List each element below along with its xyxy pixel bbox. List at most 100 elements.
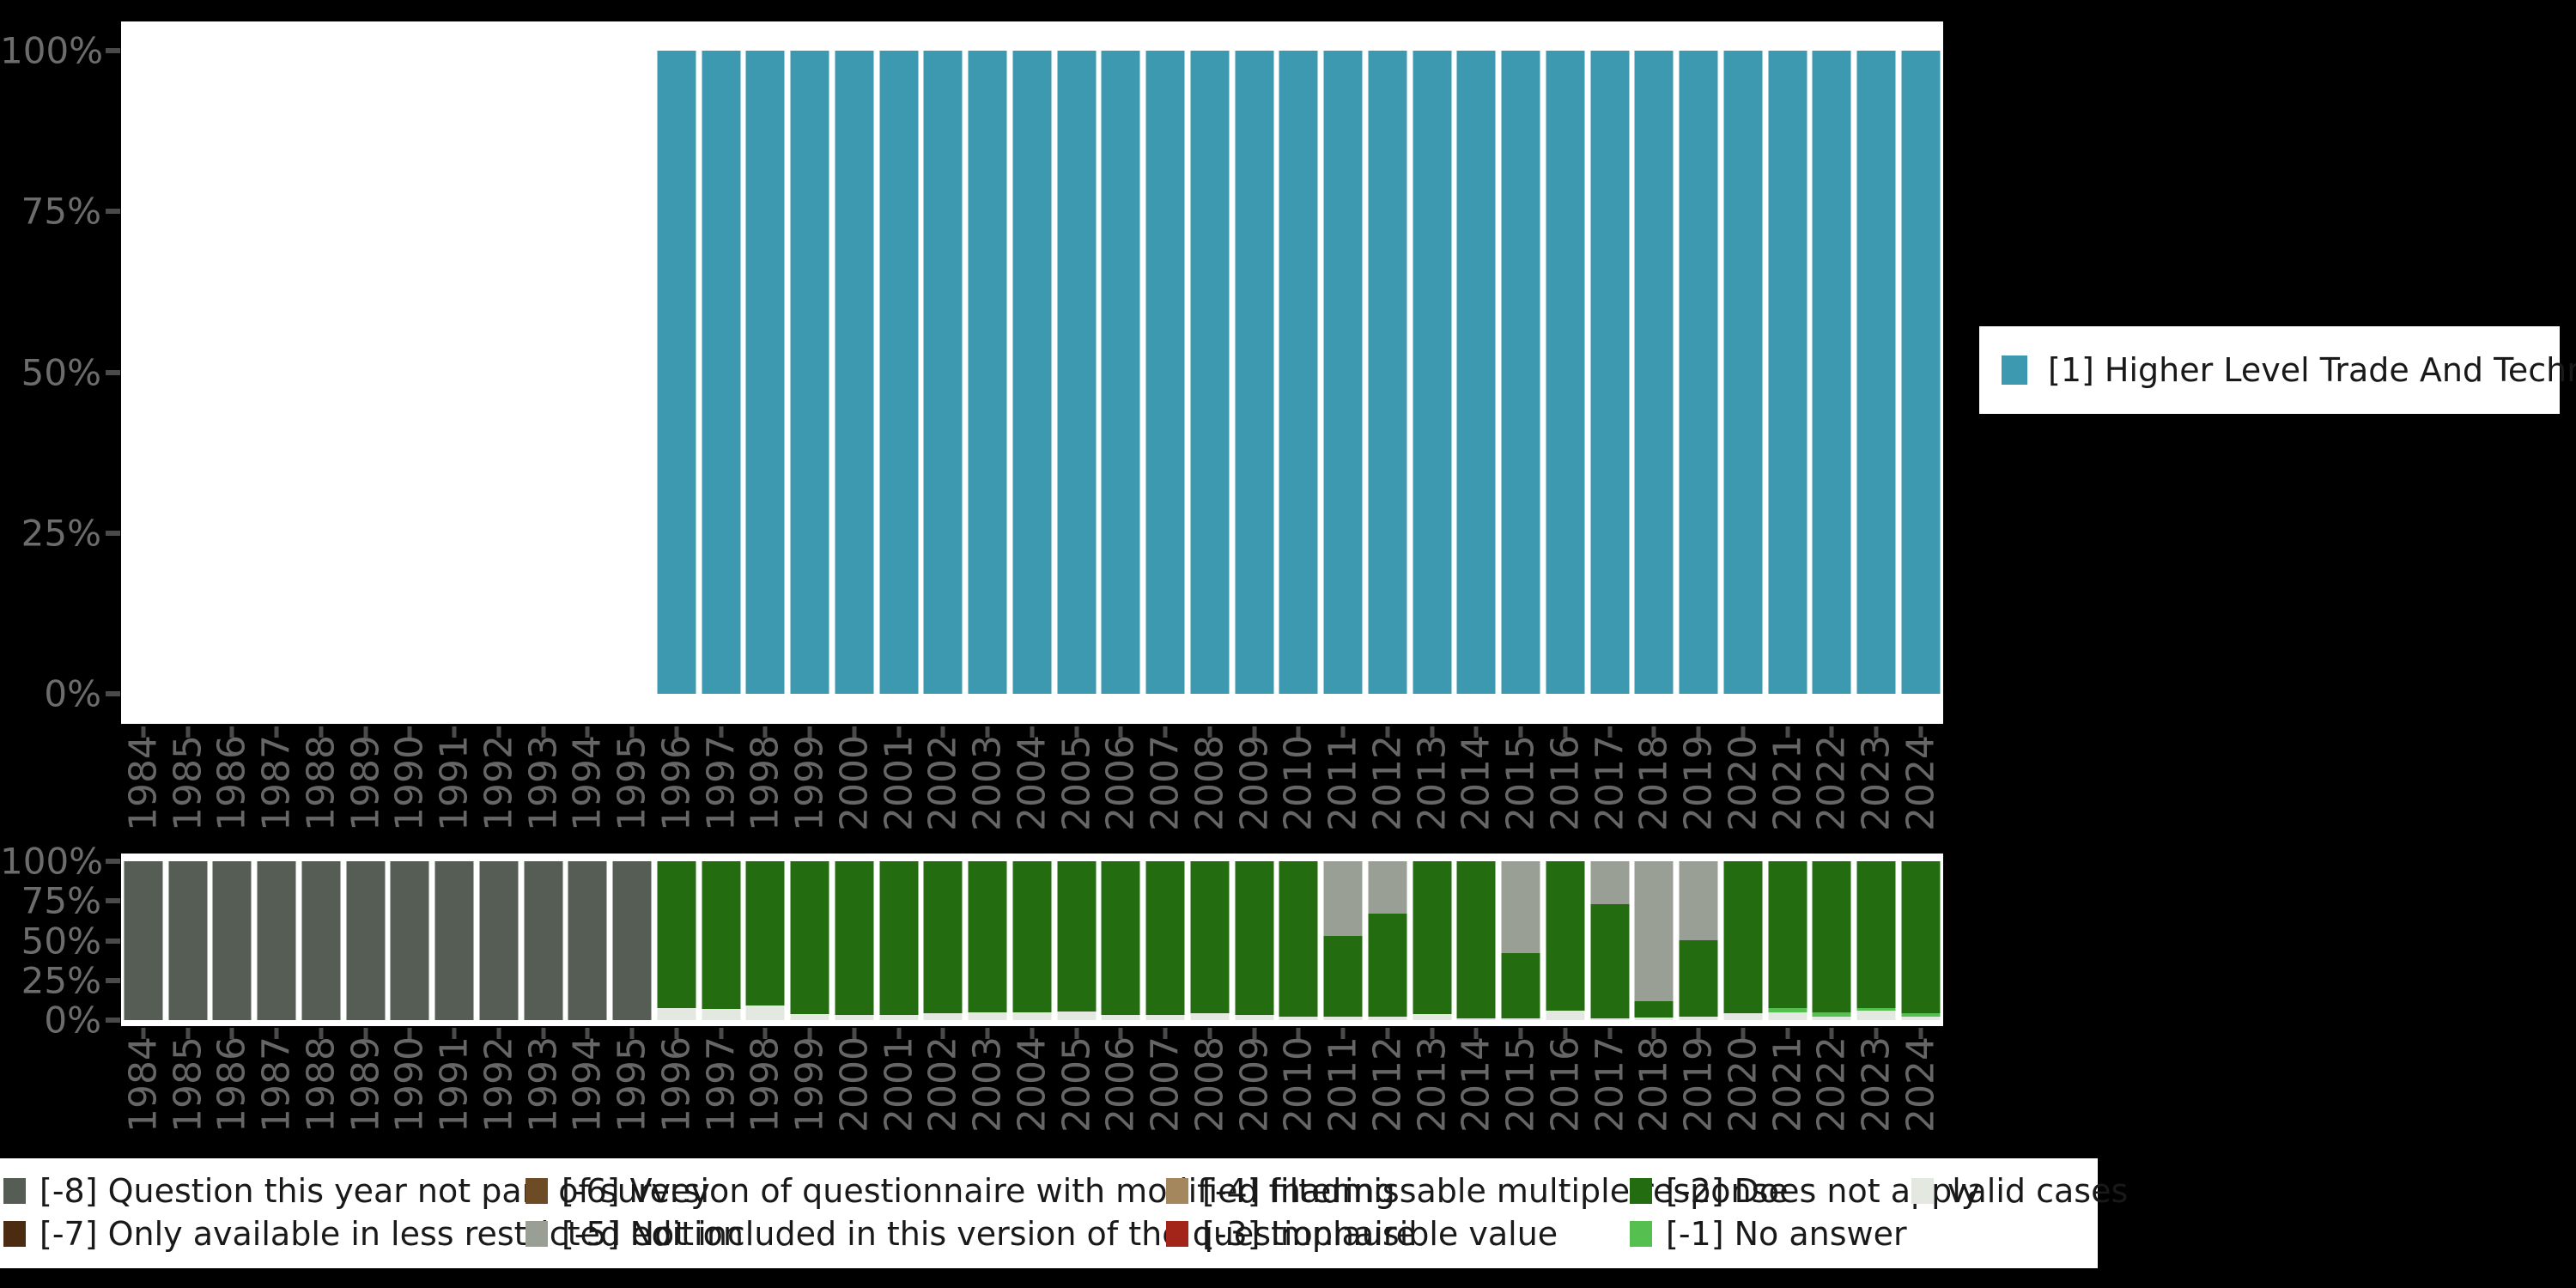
- bar-cat1: [1413, 51, 1452, 694]
- x-tick-cell: [566, 1028, 611, 1039]
- x-label-cell: 2002: [921, 735, 966, 831]
- x-axis-tick: [1340, 1028, 1346, 1039]
- x-axis-tick: [1074, 1028, 1079, 1039]
- x-label-cell: 2015: [1498, 735, 1543, 831]
- bottom-chart-bars: [121, 861, 1943, 1020]
- x-axis-tick: [719, 1028, 724, 1039]
- x-axis-year-label: 1989: [343, 734, 388, 831]
- series-legend: [1] Higher Level Trade And Technical Sch…: [1979, 326, 2576, 414]
- x-axis-year-label: 1984: [121, 734, 166, 831]
- legend-swatch-m5: [526, 1221, 548, 1247]
- x-axis-year-label: 2013: [1410, 734, 1455, 831]
- x-label-cell: 1995: [610, 1036, 654, 1133]
- x-tick-cell: [1188, 1028, 1232, 1039]
- legend-label-m6: [-6] Version of questionnaire with modif…: [562, 1172, 1395, 1210]
- year-slot-2008: [1188, 861, 1232, 1020]
- year-slot-2011: [1321, 51, 1365, 694]
- year-slot-2009: [1232, 861, 1277, 1020]
- stacked-bar: [1057, 861, 1097, 1020]
- bar-segment-valid: [702, 1009, 741, 1020]
- x-label-cell: 1993: [521, 735, 566, 831]
- x-axis-year-label: 2012: [1365, 1036, 1410, 1133]
- x-label-cell: 2003: [965, 735, 1010, 831]
- stacked-bar: [612, 861, 652, 1020]
- x-label-cell: 2008: [1188, 735, 1232, 831]
- y-axis-tick: [106, 209, 120, 215]
- year-slot-2007: [1143, 51, 1188, 694]
- bar-segment-valid: [1057, 1012, 1097, 1020]
- stacked-bar: [702, 861, 741, 1020]
- bar-segment-m8: [568, 861, 607, 1020]
- x-axis-tick: [585, 1028, 590, 1039]
- year-slot-1985: [166, 861, 210, 1020]
- x-tick-cell: [388, 726, 433, 738]
- x-label-cell: 2022: [1810, 1036, 1855, 1133]
- year-slot-2024: [1899, 861, 1943, 1020]
- x-axis-tick: [674, 1028, 679, 1039]
- x-tick-cell: [121, 1028, 166, 1039]
- bar-cat1: [1235, 51, 1274, 694]
- x-axis-year-label: 1994: [565, 1036, 610, 1133]
- x-axis-tick: [1296, 1028, 1301, 1039]
- bottom-chart-y-ticks: [106, 859, 120, 1023]
- stacked-bar: [524, 861, 563, 1020]
- bar-segment-m2: [1235, 861, 1274, 1016]
- x-tick-cell: [787, 1028, 832, 1039]
- x-axis-tick: [407, 726, 412, 738]
- bar-segment-m8: [124, 861, 163, 1020]
- x-tick-cell: [566, 726, 611, 738]
- bar-segment-valid: [1145, 1015, 1185, 1020]
- bar-segment-valid: [1679, 1017, 1718, 1020]
- legend-item-m3: [-3] Implausible value: [1166, 1215, 1558, 1253]
- bar-segment-valid: [1901, 1016, 1941, 1020]
- x-axis-tick: [985, 726, 990, 738]
- year-slot-2014: [1455, 861, 1499, 1020]
- year-slot-1999: [787, 51, 832, 694]
- x-axis-tick: [985, 1028, 990, 1039]
- stacked-bar: [1235, 861, 1274, 1020]
- bar-segment-m2: [745, 861, 785, 1006]
- x-tick-cell: [654, 726, 699, 738]
- x-tick-cell: [477, 726, 521, 738]
- year-slot-2003: [965, 51, 1010, 694]
- x-axis-year-label: 1987: [254, 734, 299, 831]
- stacked-bar: [390, 861, 429, 1020]
- x-axis-year-label: 2007: [1143, 1036, 1188, 1133]
- bar-segment-m2: [1145, 861, 1185, 1016]
- x-axis-year-label: 2019: [1676, 734, 1721, 831]
- x-axis-year-label: 2008: [1188, 1036, 1232, 1133]
- top-chart-y-ticks: [106, 48, 120, 696]
- x-axis-year-label: 2021: [1765, 1036, 1810, 1133]
- x-axis-tick: [1607, 726, 1613, 738]
- x-axis-year-label: 2022: [1809, 1036, 1854, 1133]
- year-slot-2014: [1455, 51, 1499, 694]
- x-label-cell: 1994: [566, 735, 611, 831]
- x-tick-cell: [121, 726, 166, 738]
- x-axis-year-label: 2007: [1143, 734, 1188, 831]
- x-axis-tick: [585, 726, 590, 738]
- stacked-bar: [212, 861, 252, 1020]
- stacked-bar: [301, 861, 341, 1020]
- year-slot-2004: [1010, 861, 1054, 1020]
- x-axis-tick: [452, 726, 457, 738]
- x-tick-cell: [166, 1028, 210, 1039]
- bar-segment-valid: [657, 1007, 696, 1020]
- x-tick-cell: [1143, 1028, 1188, 1039]
- bottom-chart-x-labels: 1984 1985 1986 1987 1988 1989 1990 1991 1992 1993…: [121, 1036, 1943, 1133]
- year-slot-1985: [166, 51, 210, 694]
- x-axis-tick: [229, 1028, 234, 1039]
- x-label-cell: 2019: [1676, 735, 1721, 831]
- y-axis-tick: [106, 691, 120, 696]
- x-axis-tick: [762, 1028, 768, 1039]
- x-tick-cell: [877, 726, 921, 738]
- stacked-bar: [1101, 861, 1140, 1020]
- x-label-cell: 2007: [1143, 735, 1188, 831]
- x-axis-year-label: 1996: [654, 1036, 699, 1133]
- x-tick-cell: [1765, 1028, 1810, 1039]
- bar-segment-valid: [879, 1014, 919, 1020]
- x-tick-cell: [1632, 726, 1677, 738]
- x-axis-year-label: 1997: [699, 1036, 744, 1133]
- x-axis-year-label: 2015: [1498, 734, 1543, 831]
- year-slot-1994: [566, 51, 611, 694]
- x-axis-year-label: 2000: [832, 734, 877, 831]
